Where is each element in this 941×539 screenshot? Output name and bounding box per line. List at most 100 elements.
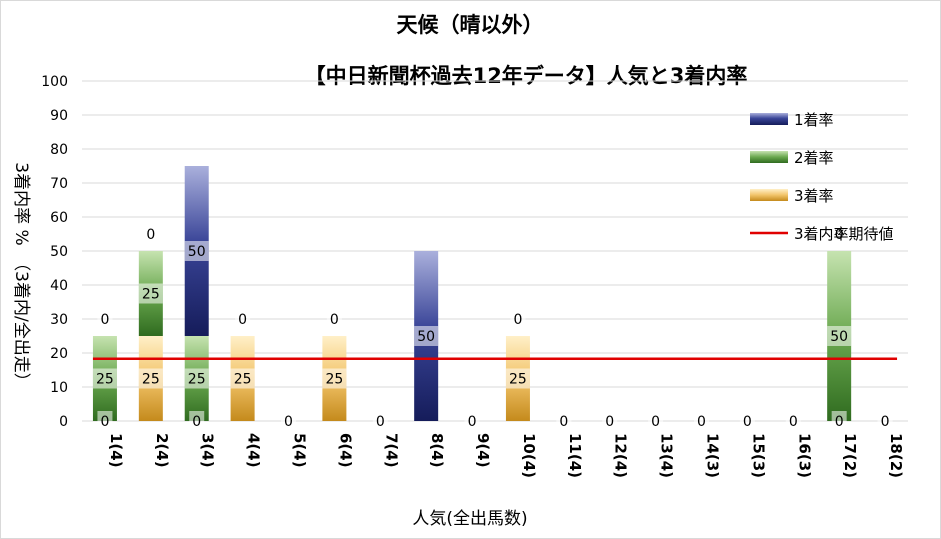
data-label: 25 bbox=[142, 372, 160, 388]
data-label: 0 bbox=[605, 414, 614, 430]
y-tick-label: 100 bbox=[41, 74, 68, 90]
data-label-bg bbox=[739, 411, 755, 431]
x-category-label: 5(4) bbox=[291, 433, 309, 468]
data-label-bg bbox=[464, 411, 480, 431]
data-label-bg bbox=[785, 411, 801, 431]
data-label: 0 bbox=[100, 312, 109, 328]
data-label: 0 bbox=[146, 227, 155, 243]
data-label: 25 bbox=[509, 372, 527, 388]
y-tick-label: 20 bbox=[50, 346, 68, 362]
legend-swatch bbox=[750, 189, 788, 201]
data-label-bg bbox=[322, 368, 347, 389]
data-label-bg bbox=[414, 326, 439, 346]
data-label-bg bbox=[184, 241, 209, 261]
data-label-bg bbox=[505, 368, 530, 389]
data-label-bg bbox=[138, 283, 163, 304]
x-category-label: 6(4) bbox=[336, 433, 354, 468]
x-category-label: 4(4) bbox=[245, 433, 263, 468]
y-tick-label: 70 bbox=[50, 176, 68, 192]
data-label-bg bbox=[648, 411, 664, 431]
data-label: 0 bbox=[835, 227, 844, 243]
x-category-label: 1(4) bbox=[107, 433, 125, 468]
chart-title: 天候（晴以外） bbox=[397, 13, 544, 37]
data-label: 0 bbox=[697, 414, 706, 430]
data-label-bg bbox=[877, 411, 893, 431]
data-label-bg bbox=[281, 411, 296, 431]
data-label: 25 bbox=[188, 372, 206, 388]
data-label: 25 bbox=[325, 372, 343, 388]
data-label: 25 bbox=[142, 287, 160, 303]
x-category-label: 15(3) bbox=[749, 433, 767, 478]
data-label: 0 bbox=[513, 312, 522, 328]
legend-label: 1着率 bbox=[794, 111, 834, 129]
data-label: 0 bbox=[559, 414, 568, 430]
data-label-bg bbox=[189, 411, 205, 431]
legend-label: 3着内率期待値 bbox=[794, 225, 894, 243]
data-label-bg bbox=[184, 368, 209, 389]
data-label: 0 bbox=[284, 414, 293, 430]
y-tick-label: 50 bbox=[50, 244, 68, 260]
data-label: 25 bbox=[96, 372, 114, 388]
y-tick-label: 90 bbox=[50, 108, 68, 124]
y-tick-label: 80 bbox=[50, 142, 68, 158]
x-category-label: 9(4) bbox=[474, 433, 492, 468]
y-tick-label: 60 bbox=[50, 210, 68, 226]
data-label: 0 bbox=[468, 414, 477, 430]
data-label-bg bbox=[556, 411, 572, 431]
data-label: 50 bbox=[188, 244, 206, 260]
y-tick-labels: 0 10 20 30 40 50 60 70 80 90 100 bbox=[41, 74, 68, 430]
x-axis-title: 人気(全出馬数) bbox=[412, 509, 527, 529]
data-label-bg bbox=[831, 411, 847, 431]
data-label-bg bbox=[92, 368, 117, 389]
data-label-bg bbox=[372, 411, 388, 431]
data-label: 0 bbox=[651, 414, 660, 430]
data-label-bg bbox=[143, 224, 159, 244]
data-label-bg bbox=[97, 309, 113, 329]
legend-swatch bbox=[750, 113, 788, 125]
data-labels: 25 0 0 25 25 0 50 25 0 25 0 0 25 0 0 50 0 25 0 0 0 0 0 0 0 50 0 0 0 bbox=[92, 224, 893, 431]
y-tick-label: 40 bbox=[50, 278, 68, 294]
data-label-bg bbox=[97, 411, 113, 431]
x-category-label: 18(2) bbox=[887, 433, 905, 478]
x-category-label: 16(3) bbox=[795, 433, 813, 478]
data-label: 50 bbox=[830, 329, 848, 345]
data-label: 0 bbox=[881, 414, 890, 430]
data-label: 0 bbox=[100, 414, 109, 430]
chart-subtitle: 【中日新聞杯過去12年データ】人気と3着内率 bbox=[305, 64, 748, 88]
x-category-label: 7(4) bbox=[382, 433, 400, 468]
x-category-label: 10(4) bbox=[520, 433, 538, 478]
data-label-bg bbox=[326, 309, 342, 329]
x-category-label: 3(4) bbox=[199, 433, 217, 468]
legend-swatch bbox=[750, 151, 788, 163]
x-category-label: 8(4) bbox=[428, 433, 446, 468]
data-label: 25 bbox=[234, 372, 252, 388]
data-label-bg bbox=[694, 411, 709, 431]
data-label: 50 bbox=[417, 329, 435, 345]
data-label-bg bbox=[230, 368, 255, 389]
data-label: 0 bbox=[330, 312, 339, 328]
x-category-label: 13(4) bbox=[658, 433, 676, 478]
x-category-labels: 1(4) 2(4) 3(4) 4(4) 5(4) 6(4) 7(4) 8(4) 9(4) 10(4… bbox=[107, 433, 905, 478]
data-label-bg bbox=[602, 411, 618, 431]
legend-label: 3着率 bbox=[794, 187, 834, 205]
data-label-bg bbox=[235, 309, 251, 329]
data-label-bg bbox=[510, 309, 526, 329]
legend-label: 2着率 bbox=[794, 149, 834, 167]
x-category-label: 11(4) bbox=[566, 433, 584, 478]
x-category-label: 12(4) bbox=[612, 433, 630, 478]
y-tick-label: 10 bbox=[50, 380, 68, 396]
data-label-bg bbox=[138, 368, 163, 389]
y-tick-label: 30 bbox=[50, 312, 68, 328]
data-label-bg bbox=[827, 326, 852, 346]
x-category-label: 17(2) bbox=[841, 433, 859, 478]
x-category-label: 2(4) bbox=[153, 433, 171, 468]
data-label: 0 bbox=[789, 414, 798, 430]
data-label: 0 bbox=[743, 414, 752, 430]
data-label: 0 bbox=[376, 414, 385, 430]
y-axis-title: 3着内率 % （3着内/全出走） bbox=[11, 162, 31, 389]
data-label: 0 bbox=[835, 414, 844, 430]
data-label: 0 bbox=[192, 414, 201, 430]
y-tick-label: 0 bbox=[59, 414, 68, 430]
